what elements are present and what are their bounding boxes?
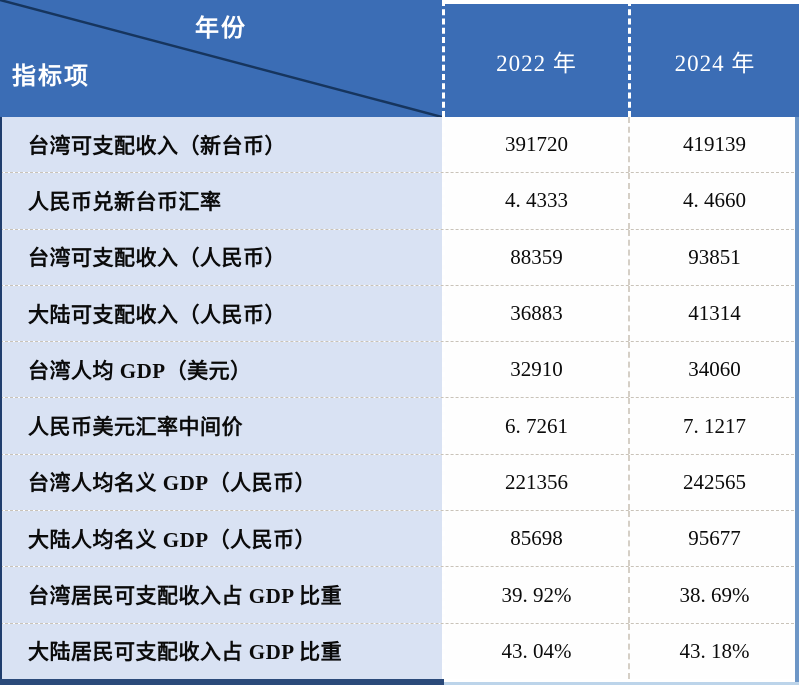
- table-row: 人民币美元汇率中间价 6. 7261 7. 1217: [0, 397, 799, 454]
- table-row: 台湾居民可支配收入占 GDP 比重 39. 92% 38. 69%: [0, 566, 799, 623]
- row-indicator-label: 台湾人均名义 GDP（人民币）: [0, 454, 442, 511]
- value-cell-2022: 6. 7261: [442, 398, 628, 454]
- value-cell-2024: 38. 69%: [628, 567, 799, 623]
- table-row: 台湾人均 GDP（美元） 32910 34060: [0, 341, 799, 398]
- column-header-2022: 2022 年: [442, 0, 628, 117]
- value-cell-2024: 242565: [628, 454, 799, 511]
- row-indicator-label: 大陆可支配收入（人民币）: [0, 285, 442, 342]
- table-body: 台湾可支配收入（新台币） 391720 419139 人民币兑新台币汇率 4. …: [0, 117, 799, 679]
- table-border-left: [0, 117, 2, 685]
- row-indicator-label: 大陆居民可支配收入占 GDP 比重: [0, 623, 442, 679]
- row-indicator-label: 台湾可支配收入（人民币）: [0, 229, 442, 285]
- value-cell-2024: 34060: [628, 342, 799, 398]
- value-cell-2022: 43. 04%: [442, 623, 628, 679]
- table-row: 大陆人均名义 GDP（人民币） 85698 95677: [0, 510, 799, 567]
- value-cell-2022: 88359: [442, 229, 628, 285]
- value-cell-2022: 36883: [442, 285, 628, 342]
- row-indicator-label: 人民币兑新台币汇率: [0, 173, 442, 229]
- row-indicator-label: 台湾人均 GDP（美元）: [0, 342, 442, 398]
- table-row: 人民币兑新台币汇率 4. 4333 4. 4660: [0, 172, 799, 229]
- value-cell-2022: 39. 92%: [442, 567, 628, 623]
- table-row: 大陆居民可支配收入占 GDP 比重 43. 04% 43. 18%: [0, 622, 799, 679]
- table-row: 台湾人均名义 GDP（人民币） 221356 242565: [0, 453, 799, 511]
- value-cell-2022: 32910: [442, 342, 628, 398]
- year-axis-label: 年份: [195, 16, 247, 42]
- column-header-2024: 2024 年: [628, 0, 799, 117]
- value-cell-2022: 85698: [442, 511, 628, 567]
- value-cell-2022: 391720: [442, 117, 628, 173]
- table-row: 大陆可支配收入（人民币） 36883 41314: [0, 284, 799, 342]
- table-border-bottom-navy: [0, 679, 444, 685]
- value-cell-2022: 221356: [442, 454, 628, 511]
- row-indicator-label: 大陆人均名义 GDP（人民币）: [0, 511, 442, 567]
- table-row: 台湾可支配收入（人民币） 88359 93851: [0, 228, 799, 285]
- diagonal-line: [0, 0, 442, 117]
- value-cell-2024: 419139: [628, 117, 799, 173]
- value-cell-2024: 43. 18%: [628, 623, 799, 679]
- value-cell-2024: 41314: [628, 285, 799, 342]
- table-border-bottom-light: [444, 682, 799, 685]
- table-row: 台湾可支配收入（新台币） 391720 419139: [0, 117, 799, 173]
- indicator-axis-label: 指标项: [12, 64, 90, 90]
- value-cell-2024: 93851: [628, 229, 799, 285]
- table-border-right: [795, 117, 799, 685]
- row-indicator-label: 人民币美元汇率中间价: [0, 398, 442, 454]
- row-indicator-label: 台湾居民可支配收入占 GDP 比重: [0, 567, 442, 623]
- value-cell-2024: 95677: [628, 511, 799, 567]
- value-cell-2024: 7. 1217: [628, 398, 799, 454]
- row-indicator-label: 台湾可支配收入（新台币）: [0, 117, 442, 173]
- value-cell-2024: 4. 4660: [628, 173, 799, 229]
- table-header-row: 年份 指标项 2022 年 2024 年: [0, 0, 799, 117]
- diagonal-corner-cell: 年份 指标项: [0, 0, 442, 117]
- value-cell-2022: 4. 4333: [442, 173, 628, 229]
